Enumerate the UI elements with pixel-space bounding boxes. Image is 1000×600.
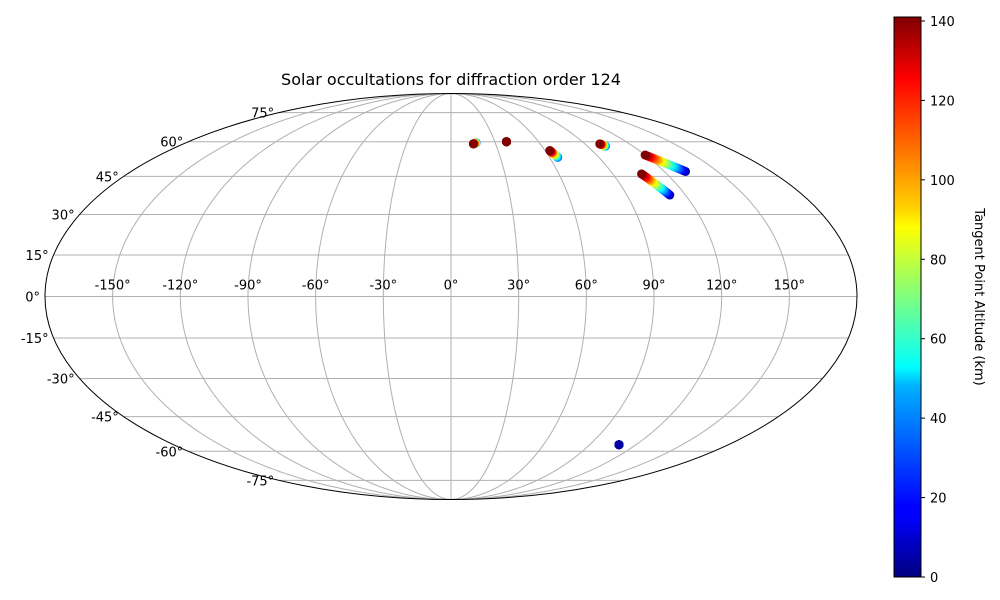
longitude-tick-label: 30° — [507, 279, 530, 294]
latitude-tick-label: -30° — [47, 373, 75, 388]
longitude-tick-label: 120° — [706, 279, 737, 294]
colorbar-tick-label: 80 — [930, 253, 947, 268]
latitude-tick-label: 45° — [96, 170, 119, 185]
occultation-point — [640, 150, 650, 160]
colorbar-tick-label: 40 — [930, 412, 947, 427]
colorbar-tick-label: 140 — [930, 15, 955, 30]
longitude-tick-label: -150° — [95, 279, 131, 294]
longitude-tick-label: 90° — [642, 279, 665, 294]
map-grid — [45, 93, 857, 500]
occultation-point — [614, 440, 624, 450]
colorbar — [893, 16, 922, 578]
latitude-tick-label: -15° — [21, 332, 49, 347]
longitude-tick-label: 60° — [575, 279, 598, 294]
colorbar-tick-label: 120 — [930, 94, 955, 109]
colorbar-ticks: 0 20 40 60 80 100 120 140 — [921, 15, 955, 586]
latitude-tick-label: 60° — [160, 136, 183, 151]
longitude-tick-label: -90° — [234, 279, 262, 294]
map-frame — [44, 93, 858, 500]
occultation-points — [468, 137, 691, 450]
longitude-tick-labels: -150° -120° -90° -60° -30° 0° 30° 60° 90° 120° 150… — [95, 279, 805, 294]
occultation-point — [637, 169, 647, 179]
longitude-tick-label: -120° — [162, 279, 198, 294]
latitude-tick-label: -75° — [246, 474, 274, 489]
latitude-tick-label: -45° — [91, 411, 119, 426]
colorbar-label: Tangent Point Altitude (km) — [971, 207, 986, 385]
colorbar-tick-label: 20 — [930, 492, 947, 507]
colorbar-tick-label: 60 — [930, 333, 947, 348]
latitude-tick-label: 15° — [26, 249, 49, 264]
chart-title: Solar occultations for diffraction order… — [281, 70, 621, 89]
colorbar-tick-label: 0 — [930, 571, 938, 586]
occultation-point — [595, 139, 605, 149]
latitude-tick-label: 75° — [251, 107, 274, 122]
latitude-tick-label: 0° — [25, 291, 40, 306]
occultation-point — [501, 137, 511, 147]
occultation-point — [545, 146, 555, 156]
longitude-tick-label: -30° — [369, 279, 397, 294]
longitude-tick-label: 0° — [444, 279, 459, 294]
latitude-tick-label: -60° — [156, 445, 184, 460]
longitude-tick-label: 150° — [774, 279, 805, 294]
longitude-tick-label: -60° — [302, 279, 330, 294]
latitude-tick-label: 30° — [52, 208, 75, 223]
occultation-point — [468, 139, 478, 149]
latitude-tick-labels: -75° -60° -45° -30° -15° 0° 15° 30° 45° 60° 75° — [21, 107, 274, 490]
colorbar-tick-label: 100 — [930, 174, 955, 189]
